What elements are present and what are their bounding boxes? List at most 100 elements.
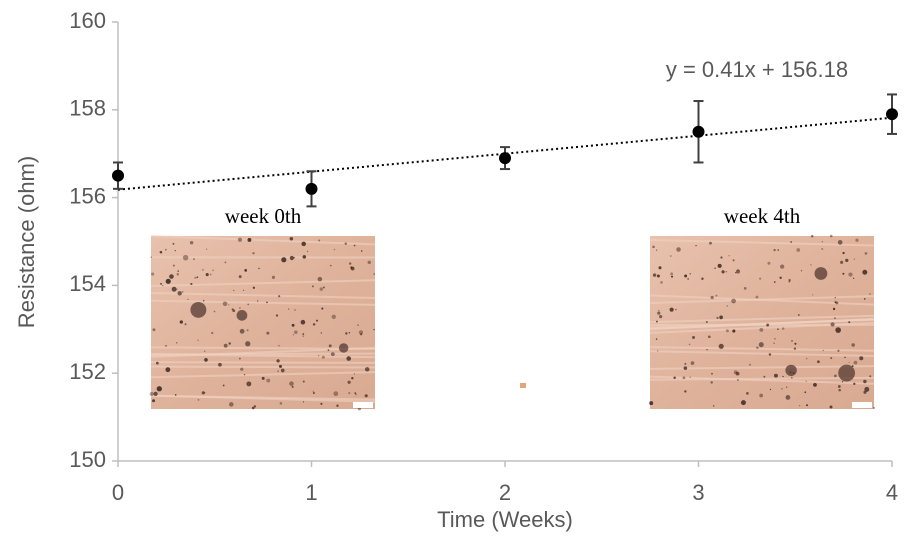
speck [692, 336, 695, 339]
speck [835, 297, 836, 298]
speck [684, 366, 688, 370]
speck [307, 251, 308, 252]
speck [728, 255, 729, 256]
speck [794, 347, 796, 349]
speck [711, 296, 714, 299]
speck [842, 273, 844, 275]
speck [318, 240, 320, 242]
speck [183, 255, 189, 261]
speck [320, 287, 323, 290]
speck [180, 320, 183, 323]
speck [791, 340, 793, 342]
speck [292, 324, 295, 327]
speck [169, 274, 174, 279]
speck [176, 342, 178, 344]
speck [708, 335, 711, 338]
speck [214, 311, 216, 313]
speck [817, 360, 820, 363]
speck [165, 367, 170, 372]
speck [165, 345, 166, 346]
speck [660, 281, 663, 283]
speck [349, 332, 351, 334]
speck [779, 277, 781, 279]
speck [767, 325, 768, 326]
speck [233, 290, 234, 291]
speck [172, 287, 177, 292]
speck [837, 350, 839, 352]
speck [350, 266, 352, 268]
speck [303, 401, 304, 402]
speck [838, 385, 841, 388]
speck [848, 321, 850, 323]
speck [177, 273, 179, 275]
speck [177, 291, 181, 295]
speck [656, 321, 658, 323]
speck [806, 381, 807, 382]
speck [347, 381, 350, 384]
speck [318, 355, 319, 356]
speck [348, 392, 350, 394]
speck [804, 391, 806, 393]
speck [203, 300, 205, 302]
speck [218, 363, 222, 367]
speck [789, 281, 791, 283]
speck [716, 317, 718, 319]
speck [657, 350, 658, 351]
speck [272, 276, 275, 279]
speck [228, 304, 229, 305]
speck [243, 290, 244, 291]
speck [153, 392, 157, 396]
speck [223, 385, 225, 387]
speck [786, 395, 791, 400]
speck [238, 238, 242, 242]
speck [777, 249, 779, 251]
speck [197, 340, 198, 341]
speck [715, 295, 717, 297]
speck [288, 308, 290, 310]
speck [150, 392, 154, 396]
speck [175, 394, 177, 396]
speck [684, 363, 686, 365]
speck [823, 350, 824, 351]
speck [806, 358, 807, 359]
speck [157, 386, 162, 391]
speck [293, 334, 294, 335]
speck [345, 243, 347, 245]
speck [354, 245, 356, 247]
speck [657, 275, 660, 278]
speck [838, 389, 841, 392]
speck [206, 273, 209, 276]
speck [197, 276, 199, 278]
speck [782, 376, 783, 377]
speck [333, 391, 338, 396]
inset-label: week 4th [724, 204, 801, 228]
speck [240, 329, 245, 334]
speck [732, 329, 735, 332]
speck [851, 343, 854, 346]
speck [727, 305, 728, 306]
speck [331, 352, 335, 356]
speck [788, 279, 790, 281]
speck [361, 250, 363, 252]
speck [303, 335, 304, 336]
speck [670, 308, 674, 312]
speck [152, 328, 155, 331]
speck [726, 271, 727, 272]
speck [845, 259, 848, 262]
point [886, 108, 898, 120]
speck [709, 242, 712, 245]
speck [355, 394, 356, 395]
speck [278, 345, 279, 346]
speck [744, 287, 747, 290]
speck [731, 299, 736, 304]
speck [840, 261, 843, 264]
speck [713, 405, 714, 406]
speck [165, 249, 167, 251]
y-tick-label: 152 [69, 359, 106, 384]
y-tick-label: 154 [69, 271, 106, 296]
speck [790, 241, 792, 243]
speck [794, 343, 796, 345]
speck [670, 272, 673, 275]
speck [294, 330, 297, 333]
speck [799, 405, 800, 406]
